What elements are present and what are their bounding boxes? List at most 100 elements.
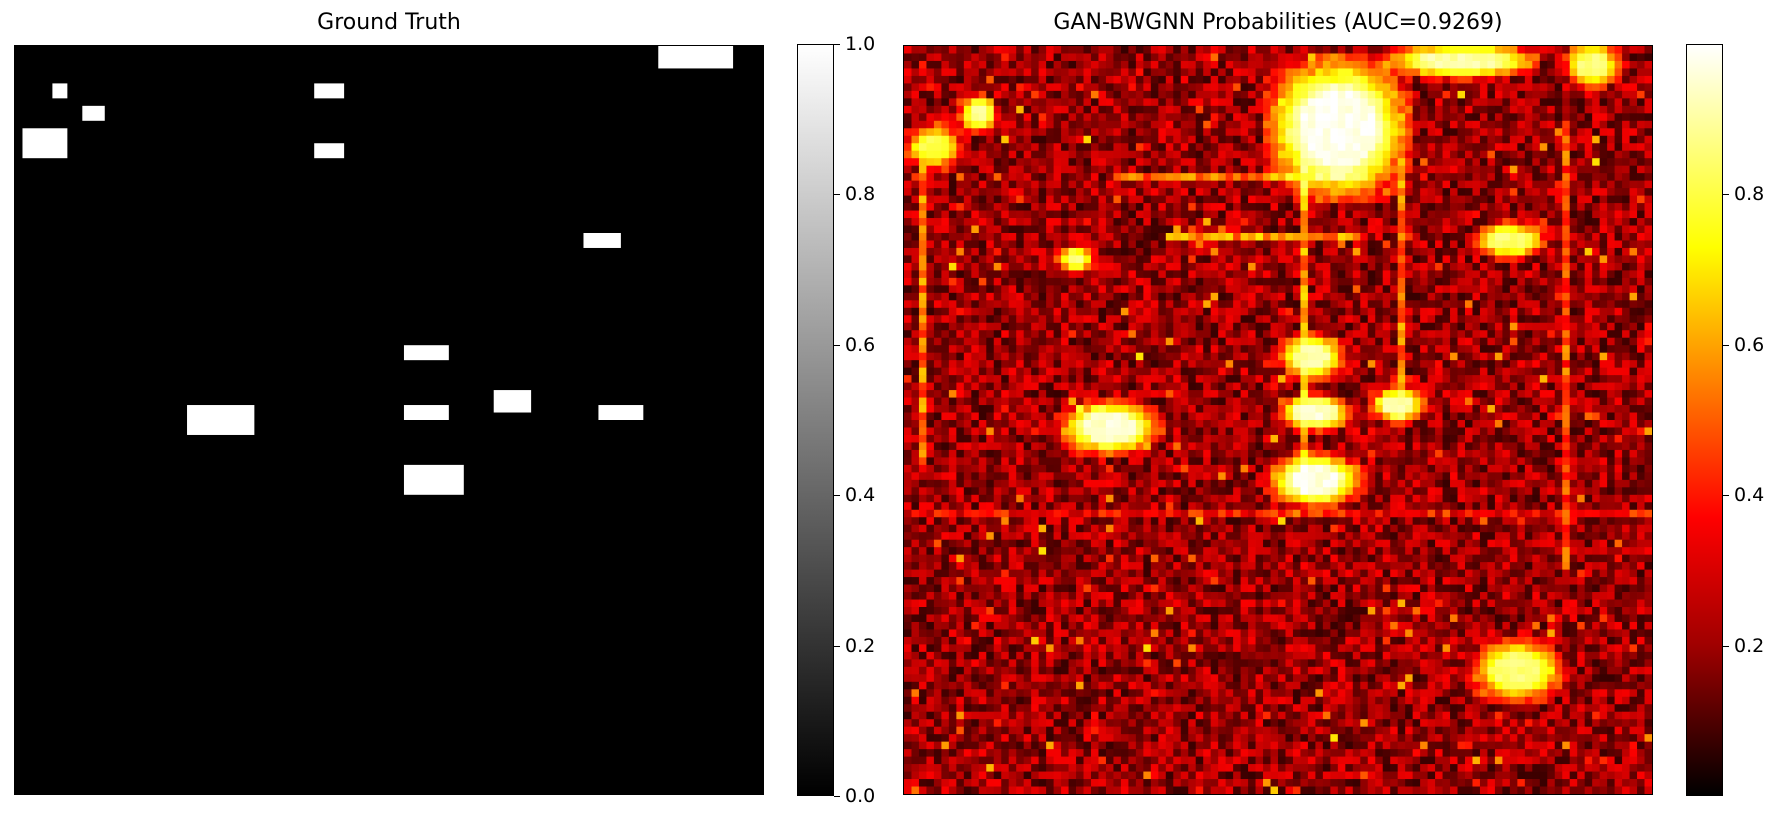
probability-cell — [1135, 270, 1144, 279]
probability-cell — [1352, 270, 1361, 279]
probability-cell — [1165, 90, 1174, 99]
probability-cell — [1158, 390, 1167, 398]
probability-cell — [1061, 105, 1069, 114]
probability-cell — [1465, 397, 1473, 406]
ground-truth-colorbar-tick — [834, 44, 840, 45]
probability-cell — [1210, 255, 1219, 264]
probability-cell — [1622, 277, 1630, 286]
probability-cell — [1248, 218, 1256, 226]
probability-cell — [1292, 218, 1301, 226]
probability-cell — [1240, 367, 1249, 376]
probability-cell — [1337, 143, 1346, 152]
probability-cell — [1195, 173, 1204, 182]
probability-cell — [1083, 83, 1092, 92]
probability-cell — [1629, 330, 1638, 339]
probability-cell — [1390, 165, 1399, 174]
probability-cell — [1607, 285, 1615, 294]
probability-cell — [1210, 60, 1219, 69]
probability-cell — [1285, 113, 1294, 122]
probability-cell — [1352, 225, 1361, 234]
probability-cell — [1091, 367, 1099, 376]
probability-cell — [1592, 46, 1601, 54]
probability-cell — [1509, 330, 1518, 339]
probability-cell — [941, 113, 950, 122]
probability-cell — [1165, 150, 1174, 159]
probability-cell — [1248, 188, 1256, 196]
probability-cell — [1644, 53, 1652, 62]
probability-cell — [1442, 53, 1451, 62]
probability-cell — [1068, 390, 1077, 398]
probability-cell — [1539, 135, 1548, 144]
probability-cell — [956, 390, 965, 398]
probability-cell — [918, 375, 927, 383]
probability-cell — [1397, 345, 1406, 354]
probability-cell — [1554, 150, 1563, 159]
probability-cell — [904, 135, 912, 144]
probability-cell — [1188, 412, 1197, 421]
probability-cell — [1352, 240, 1361, 249]
probability-cell — [1240, 247, 1249, 256]
probability-cell — [956, 405, 965, 413]
probability-cell — [1143, 218, 1152, 226]
probability-cell — [971, 367, 980, 376]
probability-cell — [911, 247, 920, 256]
probability-cell — [971, 173, 980, 182]
probability-cell — [926, 337, 935, 346]
probability-cell — [1165, 165, 1174, 174]
probability-cell — [1472, 233, 1481, 241]
probability-cell — [1263, 352, 1271, 361]
probability-cell — [1307, 173, 1316, 182]
probability-cell — [1450, 135, 1458, 144]
probability-cell — [1165, 247, 1174, 256]
probability-cell — [1083, 277, 1092, 286]
probability-cell — [1158, 307, 1167, 316]
probability-cell — [1180, 203, 1189, 211]
probability-cell — [1524, 60, 1533, 69]
probability-cell — [1278, 158, 1286, 167]
probability-cell — [1188, 60, 1197, 69]
probability-cell — [986, 105, 995, 114]
probability-cell — [1412, 180, 1421, 189]
probability-cell — [1644, 330, 1652, 339]
probability-cell — [1554, 367, 1563, 376]
probability-cell — [1569, 60, 1578, 69]
probability-cell — [1315, 352, 1324, 361]
probability-cell — [1218, 300, 1227, 309]
probability-cell — [941, 143, 950, 152]
probability-cell — [1278, 113, 1286, 122]
probability-cell — [1337, 375, 1346, 383]
probability-cell — [1412, 307, 1421, 316]
probability-cell — [978, 315, 987, 324]
probability-cell — [1061, 247, 1069, 256]
probability-cell — [1435, 240, 1443, 249]
probability-cell — [1322, 367, 1331, 376]
probability-cell — [993, 315, 1002, 324]
probability-cell — [1113, 315, 1122, 324]
probability-cell — [1233, 143, 1241, 152]
probability-cell — [1180, 367, 1189, 376]
probability-cell — [1300, 143, 1309, 152]
probability-cell — [1053, 113, 1062, 122]
probability-cell — [1360, 165, 1369, 174]
probability-cell — [1113, 113, 1122, 122]
probability-cell — [1113, 46, 1122, 54]
probability-cell — [1046, 128, 1054, 137]
probability-cell — [963, 277, 972, 286]
probability-cell — [1135, 143, 1144, 152]
probability-cell — [1180, 300, 1189, 309]
probability-cell — [911, 300, 920, 309]
probability-cell — [1427, 53, 1436, 62]
probability-cell — [971, 113, 980, 122]
probability-cell — [1001, 262, 1010, 271]
probability-cell — [1240, 322, 1249, 331]
probability-cell — [963, 240, 972, 249]
probability-cell — [1592, 247, 1601, 256]
probability-cell — [1053, 277, 1062, 286]
probability-cell — [1023, 405, 1032, 413]
probability-cell — [1457, 180, 1466, 189]
probability-cell — [1285, 218, 1294, 226]
probability-cell — [1091, 113, 1099, 122]
probability-cell — [1001, 240, 1010, 249]
probability-cell — [1532, 382, 1541, 391]
probability-cell — [911, 367, 920, 376]
